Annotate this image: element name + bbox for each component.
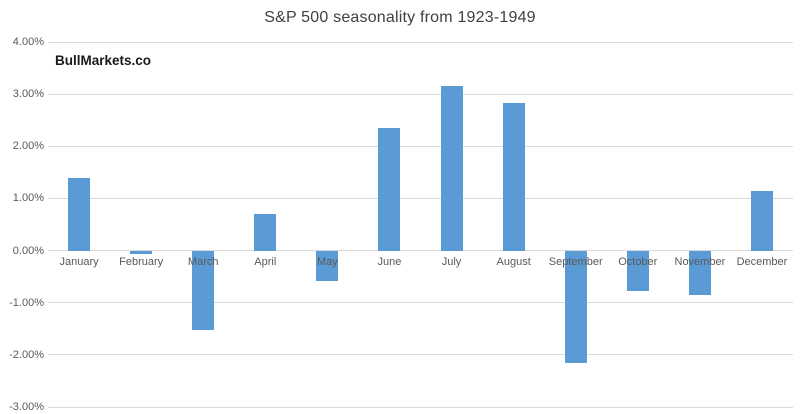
x-axis-label-august: August bbox=[496, 255, 531, 268]
x-axis-label-july: July bbox=[441, 255, 462, 268]
x-axis-label-april: April bbox=[254, 255, 277, 268]
x-axis-label-january: January bbox=[59, 255, 99, 268]
watermark-bullmarkets: BullMarkets.co bbox=[55, 53, 152, 68]
gridline-0.00% bbox=[48, 250, 793, 252]
bar-january bbox=[68, 177, 91, 251]
bar-september bbox=[564, 250, 587, 363]
gridline--2.00% bbox=[48, 354, 793, 356]
y-axis-tick-label: -1.00% bbox=[9, 296, 44, 309]
x-axis-label-october: October bbox=[618, 255, 658, 268]
x-axis-label-september: September bbox=[548, 255, 603, 268]
y-axis-tick-label: 0.00% bbox=[12, 244, 44, 257]
x-axis-label-june: June bbox=[377, 255, 402, 268]
y-axis-tick-label: 2.00% bbox=[12, 140, 44, 153]
bar-december bbox=[750, 191, 773, 251]
y-axis-tick-label: 3.00% bbox=[12, 88, 44, 101]
bar-april bbox=[254, 213, 277, 251]
bar-june bbox=[378, 128, 401, 251]
x-axis-label-february: February bbox=[119, 255, 164, 268]
y-axis-tick-label: 1.00% bbox=[12, 192, 44, 205]
x-axis-label-november: November bbox=[674, 255, 726, 268]
y-axis-tick-label: 4.00% bbox=[12, 36, 44, 48]
gridline-3.00% bbox=[48, 93, 793, 95]
x-axis-label-december: December bbox=[736, 255, 788, 268]
y-axis-tick-label: -3.00% bbox=[9, 401, 44, 413]
chart-title: S&P 500 seasonality from 1923-1949 bbox=[264, 9, 536, 26]
x-axis-label-march: March bbox=[187, 255, 219, 268]
bar-august bbox=[502, 103, 525, 251]
bar-may bbox=[316, 250, 339, 281]
bar-october bbox=[626, 250, 649, 292]
x-axis-label-may: May bbox=[316, 255, 338, 268]
gridline-4.00% bbox=[48, 41, 793, 43]
plot-area: 4.00% 3.00% 2.00% 1.00% 0.00% -1.00% -2.00% -3.… bbox=[9, 36, 793, 413]
gridline--3.00% bbox=[48, 406, 793, 408]
bar-july bbox=[440, 86, 463, 251]
gridline-1.00% bbox=[48, 197, 793, 199]
gridline-2.00% bbox=[48, 145, 793, 147]
bar-february bbox=[130, 250, 153, 255]
bar-november bbox=[688, 250, 711, 296]
bar-march bbox=[192, 250, 215, 330]
gridline--1.00% bbox=[48, 302, 793, 304]
y-axis-tick-label: -2.00% bbox=[9, 348, 44, 361]
